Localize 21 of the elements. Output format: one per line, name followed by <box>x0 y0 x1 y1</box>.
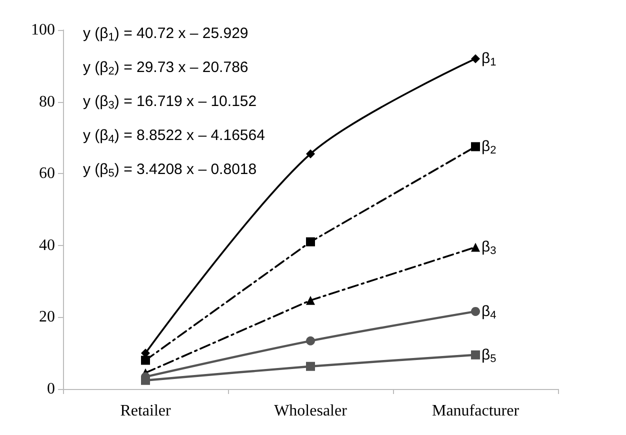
x-tick-label: Manufacturer <box>432 402 520 420</box>
y-tick-label: 20 <box>39 308 55 326</box>
point <box>306 296 315 305</box>
point <box>471 242 480 252</box>
point <box>306 336 315 346</box>
point <box>471 306 480 316</box>
y-tick-label: 80 <box>39 93 55 110</box>
point <box>306 237 315 246</box>
x-tick-label: Wholesaler <box>274 402 348 420</box>
y-tick-label: 60 <box>39 165 55 182</box>
point <box>306 149 315 158</box>
y-tick-label: 100 <box>31 22 55 38</box>
y-tick-label: 0 <box>47 380 55 398</box>
point <box>471 54 480 64</box>
point <box>141 376 150 385</box>
y-tick-label: 40 <box>39 236 55 254</box>
point <box>141 356 150 365</box>
x-tick-label: Retailer <box>120 402 172 420</box>
point <box>471 350 480 360</box>
point <box>306 362 315 371</box>
point <box>471 142 480 152</box>
